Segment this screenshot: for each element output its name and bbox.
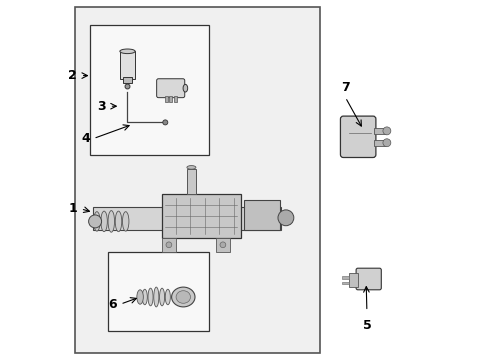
Bar (341, 282, 348, 284)
Ellipse shape (101, 211, 107, 232)
Bar (107, 252, 208, 331)
Ellipse shape (159, 288, 164, 306)
Bar (93, 207, 280, 230)
FancyBboxPatch shape (355, 268, 381, 290)
Circle shape (277, 210, 293, 226)
Ellipse shape (108, 211, 114, 232)
Circle shape (382, 139, 390, 147)
Circle shape (125, 84, 130, 89)
Ellipse shape (94, 212, 100, 231)
Ellipse shape (186, 166, 196, 169)
Bar (162, 238, 176, 252)
FancyBboxPatch shape (156, 79, 184, 98)
Bar (215, 238, 230, 252)
Text: 6: 6 (108, 298, 117, 311)
Text: 7: 7 (340, 81, 349, 94)
Ellipse shape (165, 289, 170, 305)
FancyBboxPatch shape (340, 116, 375, 158)
Ellipse shape (115, 211, 122, 232)
Bar (373, 140, 385, 146)
Bar (162, 194, 241, 238)
Bar (76, 8, 318, 352)
Ellipse shape (183, 84, 187, 92)
Bar (89, 25, 208, 155)
Bar (75, 7, 320, 353)
Bar (348, 273, 357, 287)
Ellipse shape (120, 49, 135, 54)
Bar (341, 276, 348, 279)
Ellipse shape (142, 289, 147, 305)
Ellipse shape (176, 291, 190, 303)
Bar (244, 200, 280, 230)
Bar (122, 77, 132, 84)
Circle shape (382, 127, 390, 135)
Ellipse shape (148, 288, 153, 306)
Circle shape (166, 242, 171, 248)
Circle shape (88, 215, 102, 228)
Circle shape (220, 242, 225, 248)
Text: 3: 3 (97, 100, 106, 113)
Bar (164, 96, 167, 102)
Ellipse shape (137, 290, 143, 304)
Text: 2: 2 (68, 69, 77, 82)
Text: 5: 5 (362, 319, 370, 332)
Text: 4: 4 (81, 132, 89, 145)
Bar (169, 96, 172, 102)
Circle shape (163, 120, 167, 125)
Text: 1: 1 (68, 202, 77, 215)
Bar (173, 96, 177, 102)
Ellipse shape (122, 212, 129, 231)
Ellipse shape (153, 287, 159, 307)
Bar (120, 51, 135, 79)
Bar (186, 169, 196, 194)
Ellipse shape (171, 287, 195, 307)
Bar (373, 128, 385, 134)
